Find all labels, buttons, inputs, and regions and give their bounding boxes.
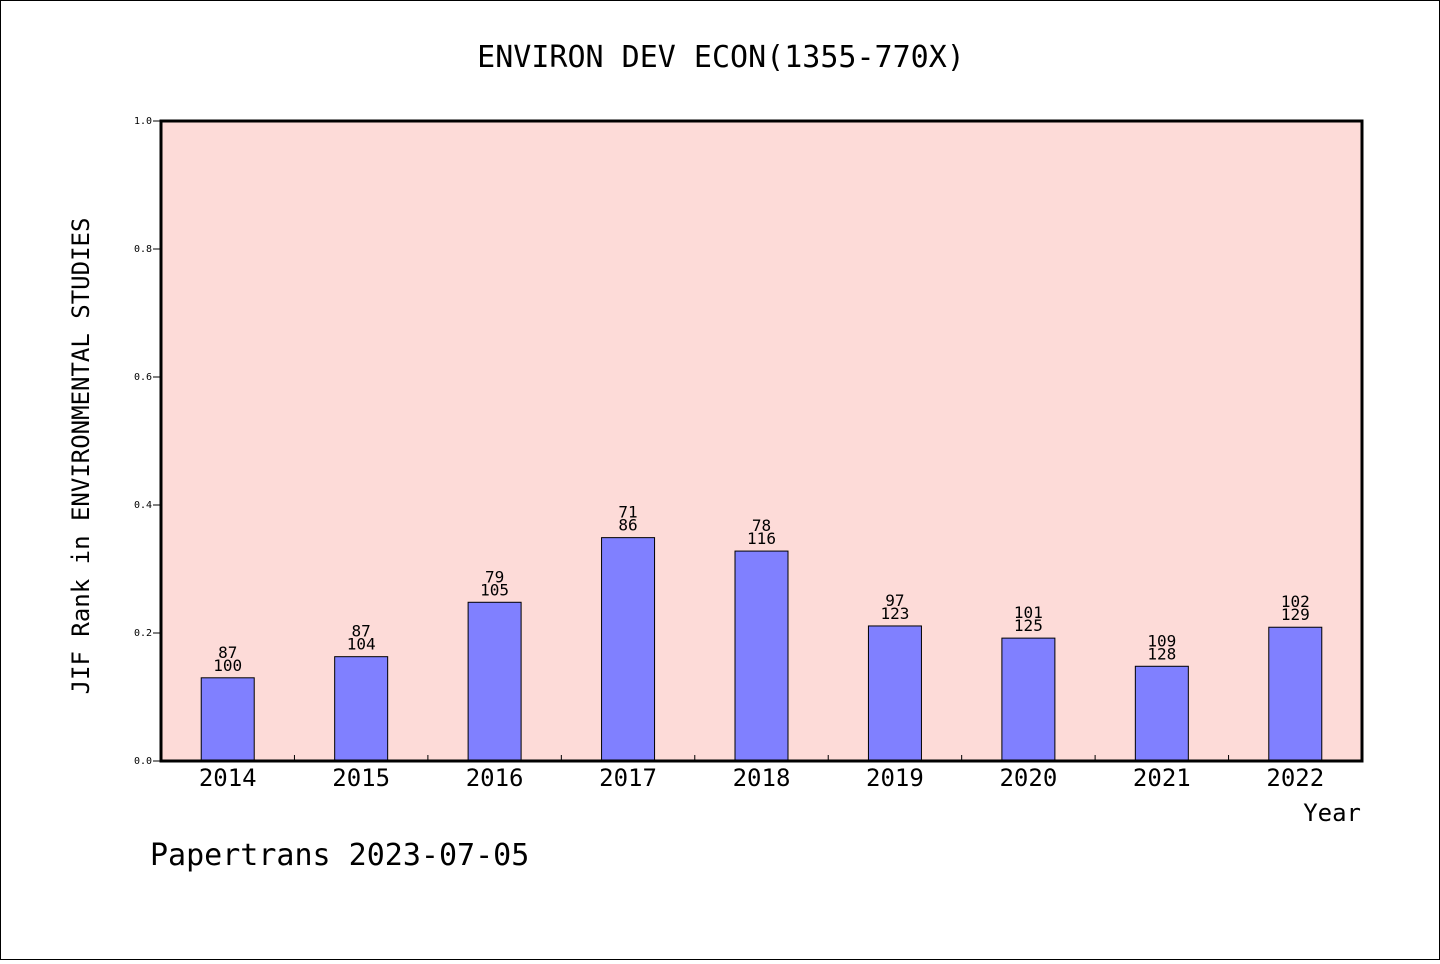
footer-date-stamp: Papertrans 2023-07-05 — [150, 838, 529, 873]
bar-total-label: 123 — [880, 604, 909, 623]
x-tick-label: 2021 — [1133, 764, 1191, 792]
bar-total-label: 105 — [480, 580, 509, 599]
y-tick-label: 0.6 — [134, 372, 152, 383]
x-tick-label: 2014 — [199, 764, 257, 792]
plot-border — [159, 119, 1364, 763]
bar-2022 — [1268, 626, 1323, 762]
x-axis: 2014 2015 2016 2017 2018 2019 2020 2021 2022 — [199, 755, 1324, 792]
bar-total-label: 125 — [1014, 616, 1043, 635]
bar-rank-label: 101 — [1014, 603, 1043, 622]
x-axis-label: Year — [1303, 799, 1361, 827]
bar-2014 — [200, 677, 255, 762]
x-tick-label: 2015 — [332, 764, 390, 792]
y-tick-label: 0.4 — [134, 500, 152, 511]
x-tick-label: 2018 — [733, 764, 791, 792]
bar-rank-label: 109 — [1147, 631, 1176, 650]
bar-2018 — [734, 550, 789, 762]
bar-rank-label: 87 — [218, 643, 237, 662]
x-tick-label: 2017 — [599, 764, 657, 792]
bar-total-label: 129 — [1281, 605, 1310, 624]
bar-rank-label: 87 — [352, 622, 371, 641]
bar-rank-label: 79 — [485, 567, 504, 586]
x-tick-label: 2022 — [1266, 764, 1324, 792]
x-tick-label: 2019 — [866, 764, 924, 792]
y-tick-label: 0.0 — [134, 756, 152, 767]
bar-total-label: 100 — [213, 656, 242, 675]
bar-2017 — [601, 537, 656, 762]
bar-total-label: 86 — [618, 516, 637, 535]
bar-rank-label: 97 — [885, 591, 904, 610]
bar-rank-label: 78 — [752, 516, 771, 535]
y-tick-label: 1.0 — [134, 116, 152, 127]
x-tick-label: 2020 — [999, 764, 1057, 792]
y-tick-label: 0.8 — [134, 244, 152, 255]
bar-2020 — [1001, 637, 1056, 762]
y-tick-label: 0.2 — [134, 628, 152, 639]
x-tick-label: 2016 — [466, 764, 524, 792]
y-axis: 0.0 0.2 0.4 0.6 0.8 1.0 — [134, 116, 161, 767]
chart-title: ENVIRON DEV ECON(1355-770X) — [477, 40, 965, 75]
bar-rank-label: 102 — [1281, 592, 1310, 611]
bar-2021 — [1134, 665, 1189, 762]
bar-rank-label: 71 — [618, 503, 637, 522]
bar-total-label: 104 — [347, 635, 376, 654]
bar-2019 — [867, 625, 922, 762]
bar-2015 — [334, 656, 389, 762]
bar-total-label: 116 — [747, 529, 776, 548]
bar-2016 — [467, 601, 522, 762]
bar-total-label: 128 — [1147, 644, 1176, 663]
y-axis-label: JIF Rank in ENVIRONMENTAL STUDIES — [67, 218, 95, 695]
